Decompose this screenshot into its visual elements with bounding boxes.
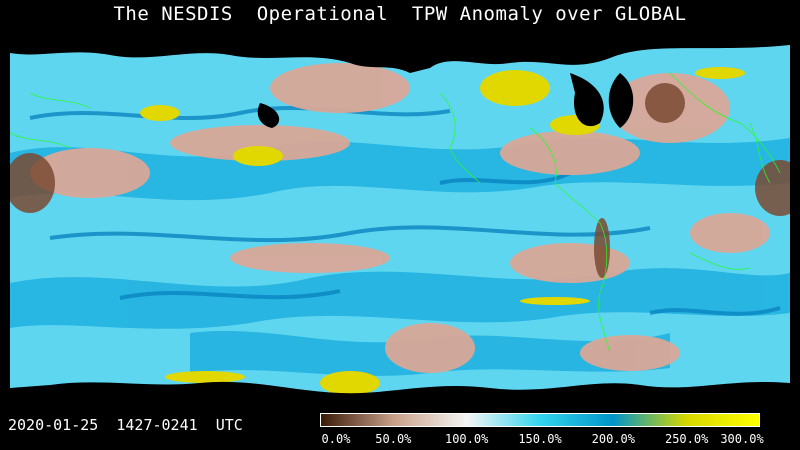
timestamp-label: 2020-01-25 1427-0241 UTC	[8, 416, 243, 434]
colorbar-tick-label: 200.0%	[591, 432, 636, 446]
very-dry-regions	[10, 83, 790, 278]
global-anomaly-map	[10, 33, 790, 400]
dry-anomaly-regions	[30, 63, 770, 373]
colorbar-tick-label: 300.0%	[720, 432, 764, 446]
colorbar-tick-label: 100.0%	[444, 432, 489, 446]
deep-moist-streaks	[29, 106, 781, 316]
colorbar-tick-label: 50.0%	[375, 432, 412, 446]
colorbar	[320, 413, 760, 427]
map-title: The NESDIS Operational TPW Anomaly over …	[113, 3, 687, 25]
colorbar-tick-label: 0.0%	[321, 432, 351, 446]
coastlines	[10, 72, 781, 354]
no-data-regions	[10, 33, 790, 400]
colorbar-tick-label: 150.0%	[518, 432, 562, 446]
colorbar-tick-label: 250.0%	[664, 432, 709, 446]
extreme-anomaly-regions	[140, 67, 745, 395]
